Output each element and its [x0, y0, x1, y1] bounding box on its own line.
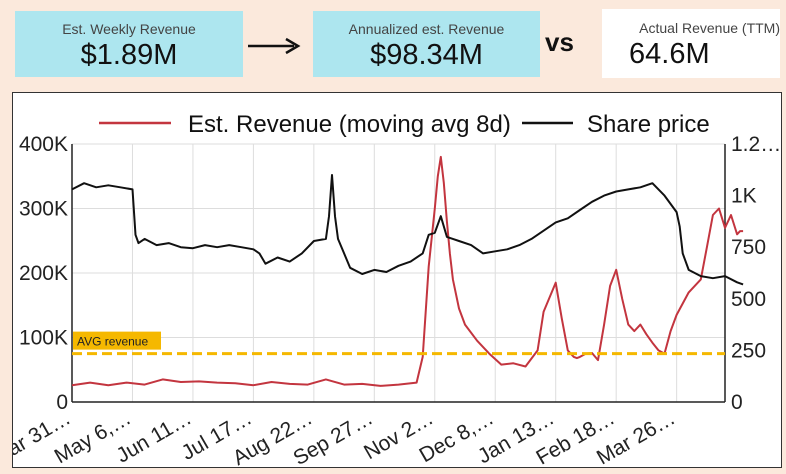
y-left-tick-label: 100K — [19, 327, 68, 350]
right-arrow-icon — [248, 37, 301, 55]
weekly-revenue-card: Est. Weekly Revenue $1.89M — [15, 11, 243, 77]
vs-label: vs — [545, 27, 574, 57]
y-right-tick-label: 250 — [731, 339, 766, 362]
y-right-tick-label: 500 — [731, 288, 766, 311]
actual-revenue-label: Actual Revenue (TTM) — [639, 20, 780, 36]
annualized-revenue-card: Annualized est. Revenue $98.34M — [313, 11, 540, 77]
annualized-revenue-value: $98.34M — [370, 39, 483, 71]
y-right-tick-label: 0 — [731, 391, 743, 414]
y-left-tick-label: 0 — [56, 391, 68, 414]
legend-label-revenue[interactable]: Est. Revenue (moving avg 8d) — [188, 111, 511, 138]
avg-revenue-label-box — [73, 331, 161, 350]
grid-lines — [71, 143, 725, 403]
actual-revenue-card: Actual Revenue (TTM) 64.6M — [602, 9, 780, 78]
y-right-tick-label: 1.2… — [731, 133, 781, 156]
revenue-series-line[interactable] — [71, 155, 744, 387]
share-price-series-line[interactable] — [71, 174, 744, 286]
chart-legend: Est. Revenue (moving avg 8d) Share price — [99, 111, 710, 138]
weekly-revenue-label: Est. Weekly Revenue — [62, 21, 196, 37]
actual-revenue-value: 64.6M — [629, 38, 710, 70]
chart-frame: 0 100K 200K 300K 400K 250 500 750 1K 1.2… 0 Mar 31…… — [12, 92, 782, 468]
y-left-tick-label: 400K — [19, 133, 68, 156]
y-left-tick-label: 300K — [19, 198, 68, 221]
legend-label-price[interactable]: Share price — [587, 111, 710, 138]
avg-revenue-label: AVG revenue — [77, 335, 148, 349]
y-left-tick-label: 200K — [19, 262, 68, 285]
y-right-tick-label: 1K — [731, 185, 757, 208]
avg-revenue-marker: AVG revenue — [72, 331, 725, 356]
weekly-revenue-value: $1.89M — [80, 39, 178, 71]
series-layer — [71, 155, 744, 387]
y-right-tick-label: 750 — [731, 236, 766, 259]
annualized-revenue-label: Annualized est. Revenue — [348, 21, 505, 37]
